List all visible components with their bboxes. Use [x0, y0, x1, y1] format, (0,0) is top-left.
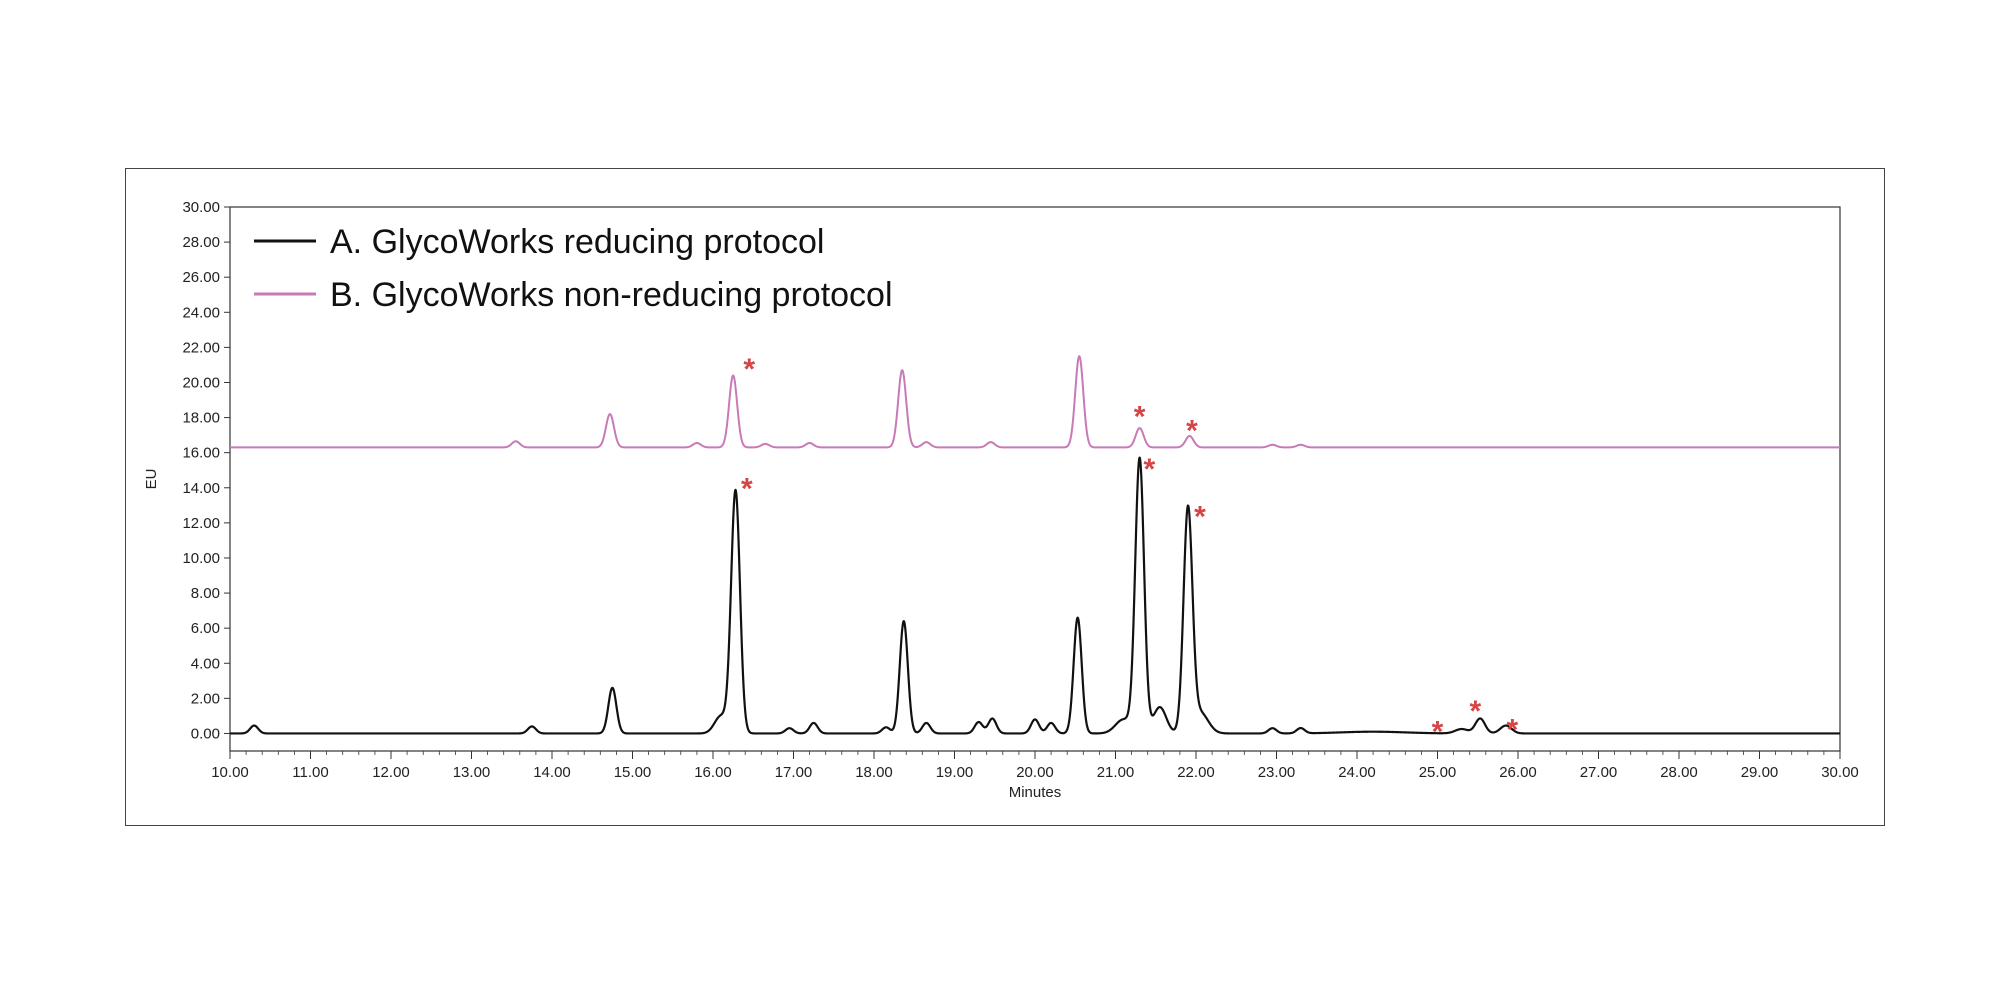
x-tick-label: 15.00 — [614, 764, 652, 781]
x-tick-label: 10.00 — [211, 764, 249, 781]
peak-asterisk: * — [741, 472, 753, 505]
y-tick-label: 6.00 — [191, 620, 220, 637]
legend: A. GlycoWorks reducing protocol B. GlycoW… — [254, 223, 893, 314]
y-axis-label: EU — [143, 469, 160, 490]
x-tick-label: 30.00 — [1821, 764, 1859, 781]
x-tick-label: 11.00 — [292, 764, 328, 781]
y-tick-label: 10.00 — [182, 550, 220, 567]
peak-asterisk: * — [1186, 414, 1198, 447]
y-tick-label: 4.00 — [191, 655, 220, 672]
y-tick-label: 24.00 — [182, 304, 220, 321]
x-tick-label: 23.00 — [1258, 764, 1296, 781]
x-tick-label: 20.00 — [1016, 764, 1054, 781]
peak-asterisk: * — [1194, 500, 1206, 533]
x-tick-label: 25.00 — [1419, 764, 1457, 781]
y-tick-label: 0.00 — [191, 725, 220, 742]
peak-asterisk: * — [1507, 714, 1519, 747]
y-tick-label: 2.00 — [191, 690, 220, 707]
y-tick-label: 16.00 — [182, 445, 220, 462]
chromatogram-traces — [229, 355, 1841, 735]
x-tick-label: 27.00 — [1580, 764, 1618, 781]
x-tick-label: 13.00 — [453, 764, 491, 781]
series-line-reducing — [229, 456, 1841, 735]
chromatogram-figure: 0.00 2.00 4.00 6.00 8.00 10.00 12.00 14.00 16.00… — [125, 168, 1885, 826]
x-tick-label: 17.00 — [775, 764, 813, 781]
legend-entry-label: A. GlycoWorks reducing protocol — [330, 223, 824, 261]
peak-asterisk: * — [1134, 400, 1146, 433]
y-tick-label: 14.00 — [182, 480, 220, 497]
y-tick-label: 12.00 — [182, 515, 220, 532]
x-tick-label: 21.00 — [1097, 764, 1135, 781]
peak-asterisk: * — [1469, 695, 1481, 728]
peak-markers: * * * * * * * * * — [741, 353, 1519, 748]
x-tick-label: 29.00 — [1741, 764, 1779, 781]
y-axis-ticks: 0.00 2.00 4.00 6.00 8.00 10.00 12.00 14.00 16.00… — [182, 199, 230, 742]
x-tick-label: 14.00 — [533, 764, 571, 781]
x-tick-label: 26.00 — [1499, 764, 1537, 781]
x-tick-label: 19.00 — [936, 764, 974, 781]
y-tick-label: 18.00 — [182, 410, 220, 427]
y-tick-label: 8.00 — [191, 585, 220, 602]
series-line-non-reducing — [229, 355, 1841, 449]
x-tick-label: 22.00 — [1177, 764, 1215, 781]
x-tick-label: 28.00 — [1660, 764, 1698, 781]
x-tick-label: 16.00 — [694, 764, 732, 781]
x-axis-label: Minutes — [1009, 784, 1062, 801]
y-tick-label: 30.00 — [182, 199, 220, 216]
chromatogram-chart: 0.00 2.00 4.00 6.00 8.00 10.00 12.00 14.00 16.00… — [143, 199, 1859, 801]
x-tick-label: 18.00 — [855, 764, 893, 781]
y-tick-label: 20.00 — [182, 374, 220, 391]
legend-entry-label: B. GlycoWorks non-reducing protocol — [330, 276, 893, 314]
peak-asterisk: * — [743, 353, 755, 386]
peak-asterisk: * — [1143, 453, 1155, 486]
y-tick-label: 26.00 — [182, 269, 220, 286]
y-tick-label: 28.00 — [182, 234, 220, 251]
x-tick-label: 24.00 — [1338, 764, 1376, 781]
y-tick-label: 22.00 — [182, 339, 220, 356]
peak-asterisk: * — [1432, 715, 1444, 748]
x-tick-label: 12.00 — [372, 764, 410, 781]
x-axis-ticks: 10.00 11.00 12.00 13.00 14.00 15.00 16.00 17.00… — [211, 751, 1859, 781]
